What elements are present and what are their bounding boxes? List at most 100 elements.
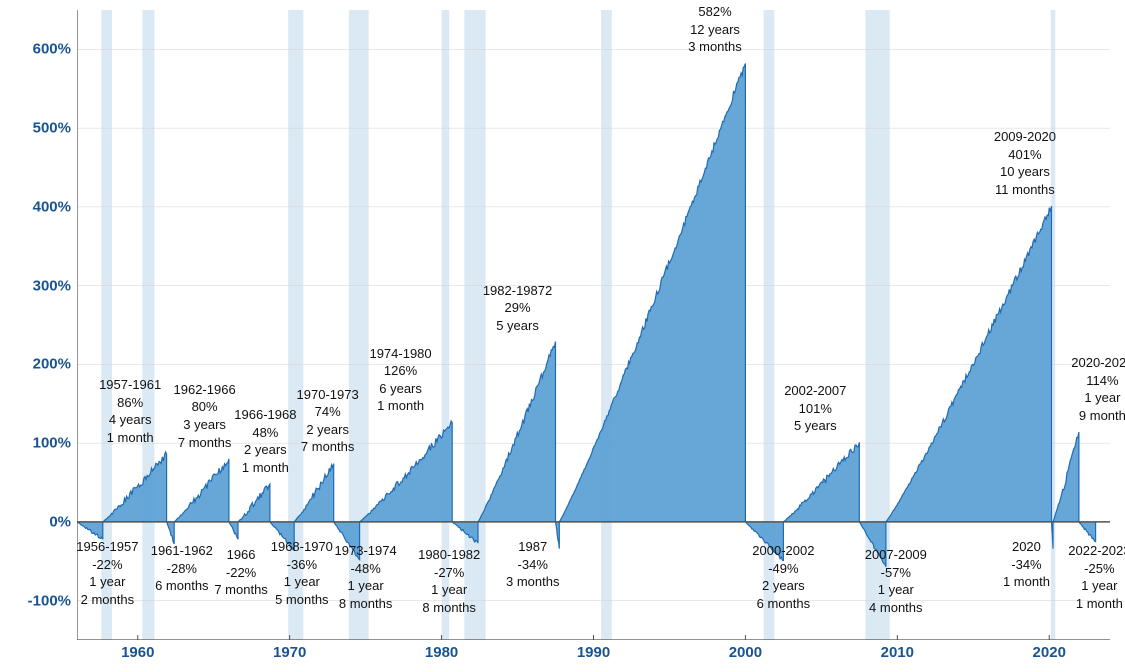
annotation-line: 5 years <box>784 417 846 435</box>
annotation-line: 1966 <box>214 546 267 564</box>
annotation-line: 1 year <box>271 573 333 591</box>
bear-annotation: 2007-2009-57%1 year4 months <box>865 546 927 616</box>
bear-annotation: 1956-1957-22%1 year2 months <box>76 538 138 608</box>
annotation-line: 1966-1968 <box>234 406 296 424</box>
annotation-line: -48% <box>335 560 397 578</box>
annotation-line: 3 years <box>174 416 236 434</box>
annotation-line: 7 months <box>297 438 359 456</box>
annotation-line: 1962-1966 <box>174 381 236 399</box>
annotation-line: 2 months <box>76 591 138 609</box>
annotation-line: 1 year <box>865 581 927 599</box>
annotation-line: 5 months <box>271 591 333 609</box>
annotation-line: 80% <box>174 398 236 416</box>
annotation-line: 5 years <box>483 317 552 335</box>
annotation-line: 2020-2022 <box>1071 354 1125 372</box>
annotation-line: 2007-2009 <box>865 546 927 564</box>
annotation-line: 4 months <box>865 599 927 617</box>
bull-annotation: 2009-2020401%10 years11 months <box>994 128 1056 198</box>
bear-annotation: 1968-1970-36%1 year5 months <box>271 538 333 608</box>
bull-annotation: 1987-2000582%12 years3 months <box>684 0 746 56</box>
annotation-line: 1 year <box>1071 389 1125 407</box>
annotation-line: 1968-1970 <box>271 538 333 556</box>
annotation-line: 1 month <box>234 459 296 477</box>
y-tick-label: 600% <box>33 41 71 58</box>
annotation-line: 2000-2002 <box>752 542 814 560</box>
annotation-line: 1982-19872 <box>483 282 552 300</box>
annotation-line: -27% <box>418 564 480 582</box>
annotation-line: 582% <box>684 3 746 21</box>
annotation-line: 401% <box>994 146 1056 164</box>
annotation-line: 1 month <box>369 397 431 415</box>
y-tick-label: 0% <box>49 513 71 530</box>
bull-annotation: 2002-2007101%5 years <box>784 382 846 435</box>
annotation-line: 29% <box>483 299 552 317</box>
y-tick-label: 500% <box>33 120 71 137</box>
annotation-line: 48% <box>234 424 296 442</box>
annotation-line: 2 years <box>752 577 814 595</box>
annotation-line: 2 years <box>234 441 296 459</box>
annotation-line: 6 months <box>752 595 814 613</box>
annotation-line: -28% <box>151 560 213 578</box>
annotation-line: 1 year <box>418 581 480 599</box>
annotation-line: 10 years <box>994 163 1056 181</box>
annotation-line: 3 months <box>684 38 746 56</box>
annotation-line: 101% <box>784 400 846 418</box>
annotation-line: 2020 <box>1003 538 1050 556</box>
annotation-line: 8 months <box>418 599 480 617</box>
annotation-line: 12 years <box>684 21 746 39</box>
y-tick-label: 200% <box>33 356 71 373</box>
bear-annotation: 2022-2023-25%1 year1 month <box>1068 542 1125 612</box>
bull-annotation: 1982-1987229%5 years <box>483 282 552 335</box>
annotation-line: 1987 <box>506 538 559 556</box>
annotation-line: 86% <box>99 394 161 412</box>
bull-annotation: 1957-196186%4 years1 month <box>99 376 161 446</box>
annotation-line: 1973-1974 <box>335 542 397 560</box>
annotation-line: 11 months <box>994 181 1056 199</box>
area-series <box>77 64 1096 567</box>
annotation-line: 2009-2020 <box>994 128 1056 146</box>
annotation-line: 1 month <box>99 429 161 447</box>
bear-annotation: 1973-1974-48%1 year8 months <box>335 542 397 612</box>
annotation-line: 6 months <box>151 577 213 595</box>
annotation-line: 1 month <box>1003 573 1050 591</box>
annotation-line: 1970-1973 <box>297 386 359 404</box>
bull-annotation: 1974-1980126%6 years1 month <box>369 345 431 415</box>
bull-annotation: 1970-197374%2 years7 months <box>297 386 359 456</box>
y-tick-label: 400% <box>33 198 71 215</box>
annotation-line: 9 month <box>1071 407 1125 425</box>
annotation-line: 4 years <box>99 411 161 429</box>
x-tick-label: 1960 <box>121 644 154 661</box>
annotation-line: 74% <box>297 403 359 421</box>
bull-annotation: 1966-196848%2 years1 month <box>234 406 296 476</box>
annotation-line: 1974-1980 <box>369 345 431 363</box>
bear-annotation: 1966-22%7 months <box>214 546 267 599</box>
annotation-line: 1 month <box>1068 595 1125 613</box>
annotation-line: -22% <box>214 564 267 582</box>
annotation-line: -25% <box>1068 560 1125 578</box>
y-tick-label: 300% <box>33 277 71 294</box>
x-tick-label: 1970 <box>273 644 306 661</box>
bear-annotation: 1987-34%3 months <box>506 538 559 591</box>
annotation-line: 1957-1961 <box>99 376 161 394</box>
annotation-line: -36% <box>271 556 333 574</box>
x-tick-label: 2010 <box>881 644 914 661</box>
x-tick-label: 2000 <box>729 644 762 661</box>
annotation-line: -34% <box>506 556 559 574</box>
annotation-line: 7 months <box>214 581 267 599</box>
bull-annotation: 1962-196680%3 years7 months <box>174 381 236 451</box>
annotation-line: 2022-2023 <box>1068 542 1125 560</box>
annotation-line: -49% <box>752 560 814 578</box>
bear-annotation: 2020-34%1 month <box>1003 538 1050 591</box>
annotation-line: 1980-1982 <box>418 546 480 564</box>
recession-band <box>601 10 612 640</box>
x-tick-label: 2020 <box>1033 644 1066 661</box>
bear-annotation: 2000-2002-49%2 years6 months <box>752 542 814 612</box>
annotation-line: 1 year <box>335 577 397 595</box>
annotation-line: 126% <box>369 362 431 380</box>
annotation-line: 1 year <box>1068 577 1125 595</box>
bull-annotation: 2020-2022114%1 year9 month <box>1071 354 1125 424</box>
y-tick-label: 100% <box>33 435 71 452</box>
annotation-line: 6 years <box>369 380 431 398</box>
annotation-line: 1956-1957 <box>76 538 138 556</box>
bear-annotation: 1961-1962-28%6 months <box>151 542 213 595</box>
